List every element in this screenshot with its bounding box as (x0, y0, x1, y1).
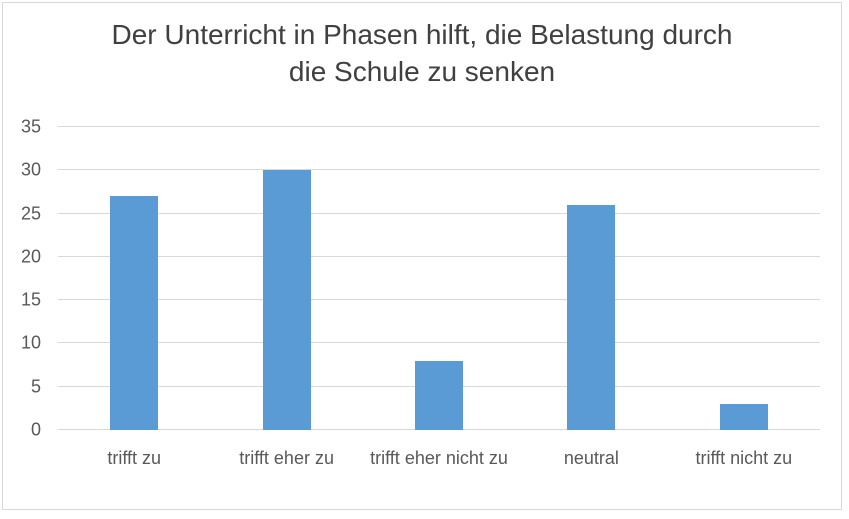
y-axis-tick-label: 20 (20, 246, 41, 267)
y-axis-tick-label: 35 (20, 116, 41, 137)
bar-trifft-zu (110, 196, 159, 430)
gridline-y-10 (58, 342, 820, 344)
gridline-y-35 (58, 126, 820, 127)
x-axis-category-label-text: trifft zu (107, 448, 162, 468)
y-axis-tick-label: 15 (20, 289, 41, 310)
x-axis-category-label-trifft-eher-zu: trifft eher zu (210, 445, 362, 472)
y-axis-tick-label: 10 (20, 332, 41, 353)
bar-slot-neutral (515, 127, 667, 430)
x-axis-category-label-text: trifft eher zu (239, 448, 334, 468)
x-axis-category-label-trifft-eher-nicht-zu: trifft eher nicht zu (363, 445, 515, 472)
x-axis-category-label-neutral: neutral (515, 445, 667, 472)
y-axis-tick-label: 25 (20, 203, 41, 224)
chart-title: Der Unterricht in Phasen hilft, die Bela… (111, 19, 733, 88)
bar-neutral (567, 204, 616, 430)
x-axis-category-label-trifft-nicht-zu: trifft nicht zu (668, 445, 820, 472)
gridline-y-30 (58, 169, 820, 171)
gridline-y-15 (58, 299, 820, 301)
chart-frame: Der Unterricht in Phasen hilft, die Bela… (2, 2, 842, 510)
x-axis-category-label-text: trifft nicht zu (695, 448, 793, 468)
bar-slot-trifft-eher-zu (210, 127, 362, 430)
y-axis-tick-label: 30 (20, 159, 41, 180)
plot-area (58, 126, 820, 430)
bar-trifft-eher-nicht-zu (414, 360, 463, 430)
gridline-y-25 (58, 212, 820, 214)
y-axis-tick-label: 0 (30, 419, 41, 440)
bar-slot-trifft-eher-nicht-zu (363, 127, 515, 430)
gridline-y-20 (58, 255, 820, 257)
bar-slot-trifft-zu (58, 127, 210, 430)
bar-trifft-eher-zu (262, 170, 311, 430)
x-axis-category-label-trifft-zu: trifft zu (58, 445, 210, 472)
bar-slot-trifft-nicht-zu (668, 127, 820, 430)
y-axis: 0 5 10 15 20 25 30 35 (3, 117, 49, 440)
x-axis-category-label-text: trifft eher nicht zu (370, 448, 508, 468)
y-axis-tick-label: 5 (30, 376, 41, 397)
x-axis: trifft zu trifft eher zu trifft eher nicht… (58, 445, 820, 472)
bar-trifft-nicht-zu (719, 404, 768, 430)
x-axis-category-label-text: neutral (563, 448, 619, 468)
